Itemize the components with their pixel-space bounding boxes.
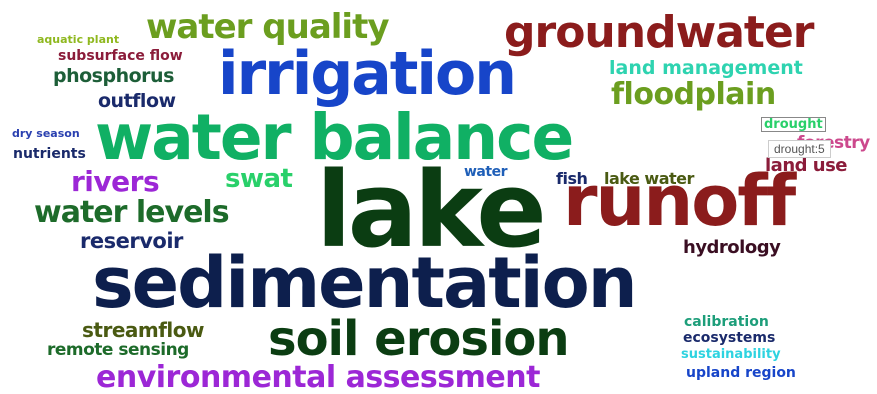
word-lake-water[interactable]: lake water <box>604 169 694 188</box>
word-nutrients[interactable]: nutrients <box>13 146 86 162</box>
word-sustainability[interactable]: sustainability <box>681 347 781 362</box>
word-runoff[interactable]: runoff <box>563 160 796 242</box>
word-land-use[interactable]: land use <box>765 155 848 176</box>
word-reservoir[interactable]: reservoir <box>80 229 183 253</box>
word-environmental-assessment[interactable]: environmental assessment <box>96 360 540 394</box>
word-groundwater[interactable]: groundwater <box>504 7 814 58</box>
word-water-quality[interactable]: water quality <box>146 7 389 47</box>
word-water[interactable]: water <box>464 164 507 180</box>
word-soil-erosion[interactable]: soil erosion <box>268 311 570 367</box>
word-aquatic-plant[interactable]: aquatic plant <box>37 33 120 46</box>
word-irrigation[interactable]: irrigation <box>218 39 517 109</box>
word-calibration[interactable]: calibration <box>684 314 769 330</box>
word-water-levels[interactable]: water levels <box>34 195 230 230</box>
word-phosphorus[interactable]: phosphorus <box>53 65 174 87</box>
word-outflow[interactable]: outflow <box>98 90 176 112</box>
word-subsurface-flow[interactable]: subsurface flow <box>58 48 183 64</box>
word-tooltip: drought:5 <box>768 140 831 159</box>
word-sedimentation[interactable]: sedimentation <box>92 242 638 324</box>
word-upland-region[interactable]: upland region <box>686 365 796 381</box>
word-fish[interactable]: fish <box>556 169 588 188</box>
word-hydrology[interactable]: hydrology <box>683 237 781 258</box>
word-lake[interactable]: lake <box>316 149 547 271</box>
word-ecosystems[interactable]: ecosystems <box>683 330 776 346</box>
word-water-balance[interactable]: water balance <box>95 101 574 174</box>
word-drought[interactable]: drought <box>761 117 826 132</box>
word-swat[interactable]: swat <box>225 164 293 194</box>
word-dry-season[interactable]: dry season <box>12 127 80 140</box>
word-rivers[interactable]: rivers <box>71 165 160 198</box>
word-streamflow[interactable]: streamflow <box>82 318 205 342</box>
word-floodplain[interactable]: floodplain <box>611 77 776 112</box>
word-remote-sensing[interactable]: remote sensing <box>47 340 189 360</box>
word-land-management[interactable]: land management <box>609 57 803 79</box>
